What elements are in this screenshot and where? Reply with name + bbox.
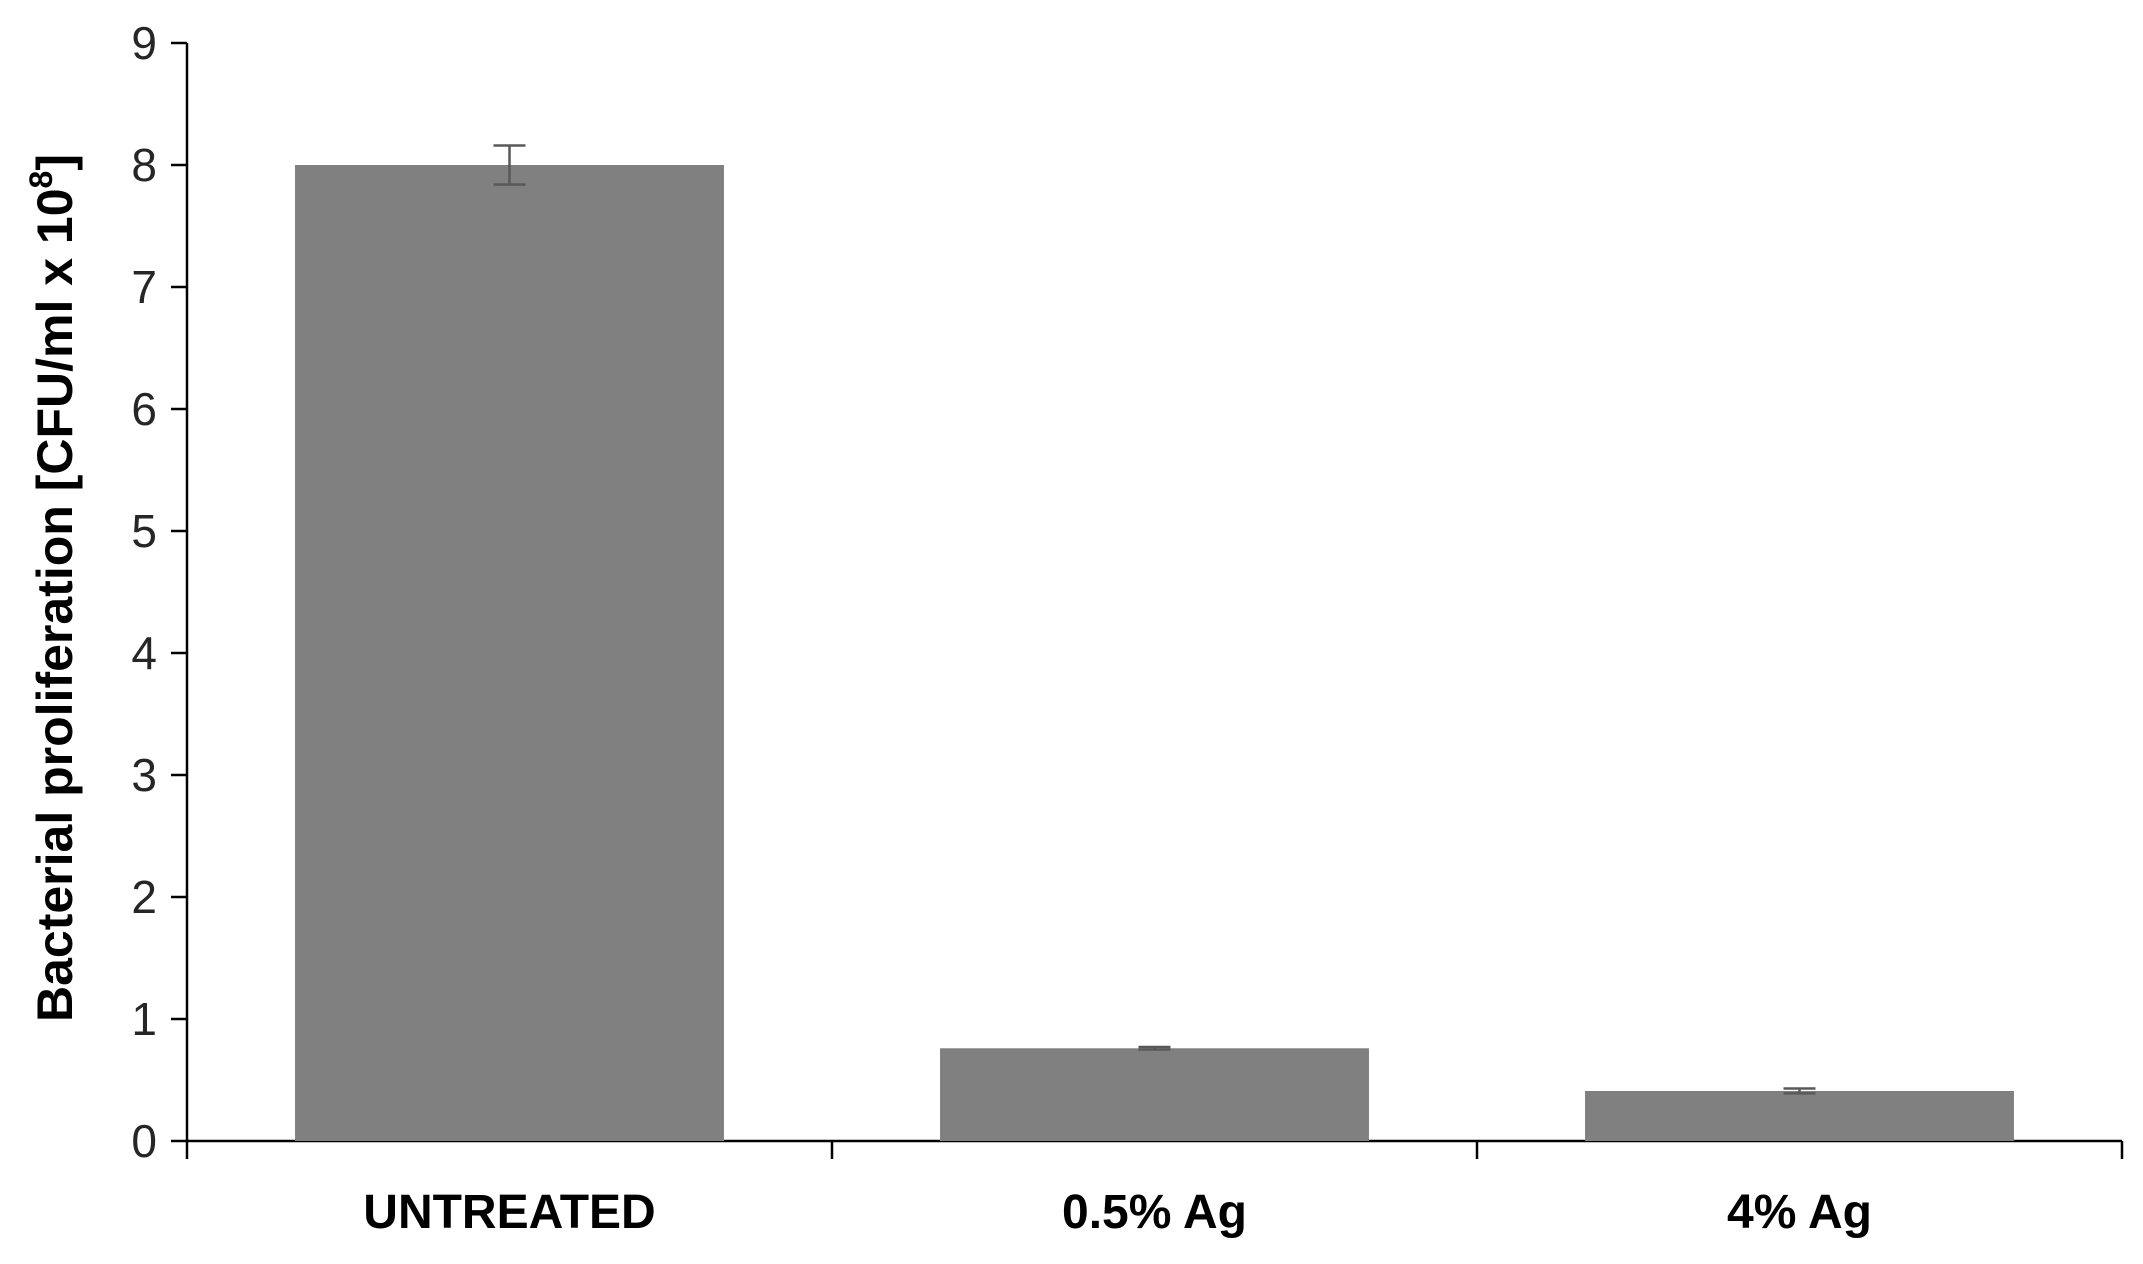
x-category-label: UNTREATED: [363, 1186, 655, 1239]
x-category-label: 0.5% Ag: [1062, 1186, 1247, 1239]
y-tick-label: 2: [131, 871, 157, 923]
y-axis-title-group: Bacterial proliferation [CFU/ml x 108]: [23, 154, 83, 1022]
plot-area: 0 1 2 3 4 5 6 7 8 9 UNTREATED 0.5% Ag 4% Ag: [131, 17, 2124, 1239]
y-tick-label: 7: [131, 261, 157, 313]
y-axis-title-close: ]: [27, 154, 83, 171]
y-tick-label: 0: [131, 1115, 157, 1167]
y-axis-title-main: Bacterial proliferation [CFU/ml x 10: [27, 188, 83, 1022]
bar-untreated: [295, 165, 724, 1141]
y-tick-label: 9: [131, 17, 157, 69]
bar-4-ag: [1585, 1090, 2014, 1141]
bar-0-5-ag: [940, 1048, 1369, 1141]
y-tick-label: 8: [131, 139, 157, 191]
y-tick-label: 5: [131, 505, 157, 557]
y-tick-label: 6: [131, 383, 157, 435]
y-axis-title: Bacterial proliferation [CFU/ml x 108]: [23, 154, 83, 1022]
y-tick-label: 4: [131, 627, 157, 679]
y-tick-label: 1: [131, 993, 157, 1045]
y-tick-label: 3: [131, 749, 157, 801]
x-category-label: 4% Ag: [1727, 1186, 1872, 1239]
y-axis-title-superscript: 8: [23, 171, 59, 189]
